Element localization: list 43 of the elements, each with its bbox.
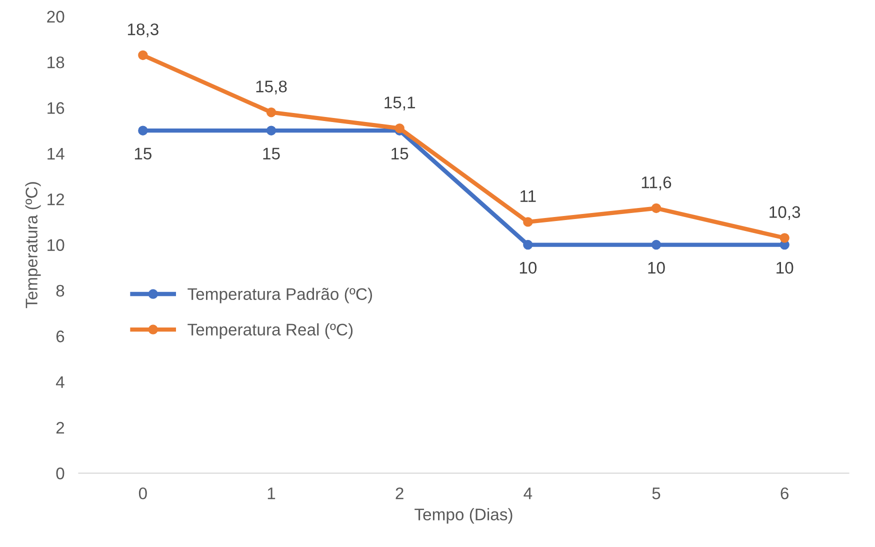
y-tick-label: 4 <box>56 376 64 388</box>
point <box>651 240 662 250</box>
data-label: 18,3 <box>128 23 158 38</box>
data-label: 15,8 <box>256 80 287 94</box>
x-tick-label: 5 <box>652 488 660 500</box>
x-tick-label: 4 <box>524 488 532 500</box>
y-tick-label: 8 <box>56 284 64 297</box>
point <box>651 203 662 214</box>
data-label: 11,6 <box>642 176 672 190</box>
data-label: 15,1 <box>384 96 415 110</box>
point <box>266 126 276 136</box>
y-tick-label: 12 <box>48 194 64 206</box>
data-label: 10 <box>520 262 537 274</box>
y-tick-label: 18 <box>48 56 64 68</box>
y-axis-title: Temperatura (ºC) <box>25 182 41 308</box>
point <box>266 107 276 118</box>
x-axis-title: Tempo (Dias) <box>414 508 512 524</box>
point <box>138 126 148 136</box>
y-tick-label: 2 <box>56 422 64 434</box>
point <box>523 240 533 250</box>
x-tick-label: 2 <box>396 487 404 500</box>
y-tick-label: 16 <box>48 102 64 114</box>
y-tick-label: 14 <box>48 148 64 160</box>
y-tick-label: 0 <box>56 468 64 480</box>
data-label: 15 <box>392 148 408 160</box>
point <box>780 233 790 243</box>
point <box>138 50 148 60</box>
y-tick-label: 10 <box>48 239 64 251</box>
data-label: 10 <box>648 262 665 274</box>
data-label: 10 <box>776 262 794 274</box>
y-tick-label: 6 <box>56 330 64 342</box>
data-label: 15 <box>134 148 152 160</box>
x-tick-label: 6 <box>780 487 788 500</box>
x-tick-label: 0 <box>138 487 147 500</box>
x-tick-label: 1 <box>268 488 276 500</box>
data-label: 11 <box>520 190 536 202</box>
legend-label: Temperatura Real (ºC) <box>188 323 353 339</box>
data-label: 15 <box>263 148 280 160</box>
data-label: 10,3 <box>770 206 800 220</box>
point <box>394 123 404 134</box>
legend-label: Temperatura Padrão (ºC) <box>188 288 372 304</box>
y-tick-label: 20 <box>47 10 64 23</box>
point <box>523 217 533 227</box>
